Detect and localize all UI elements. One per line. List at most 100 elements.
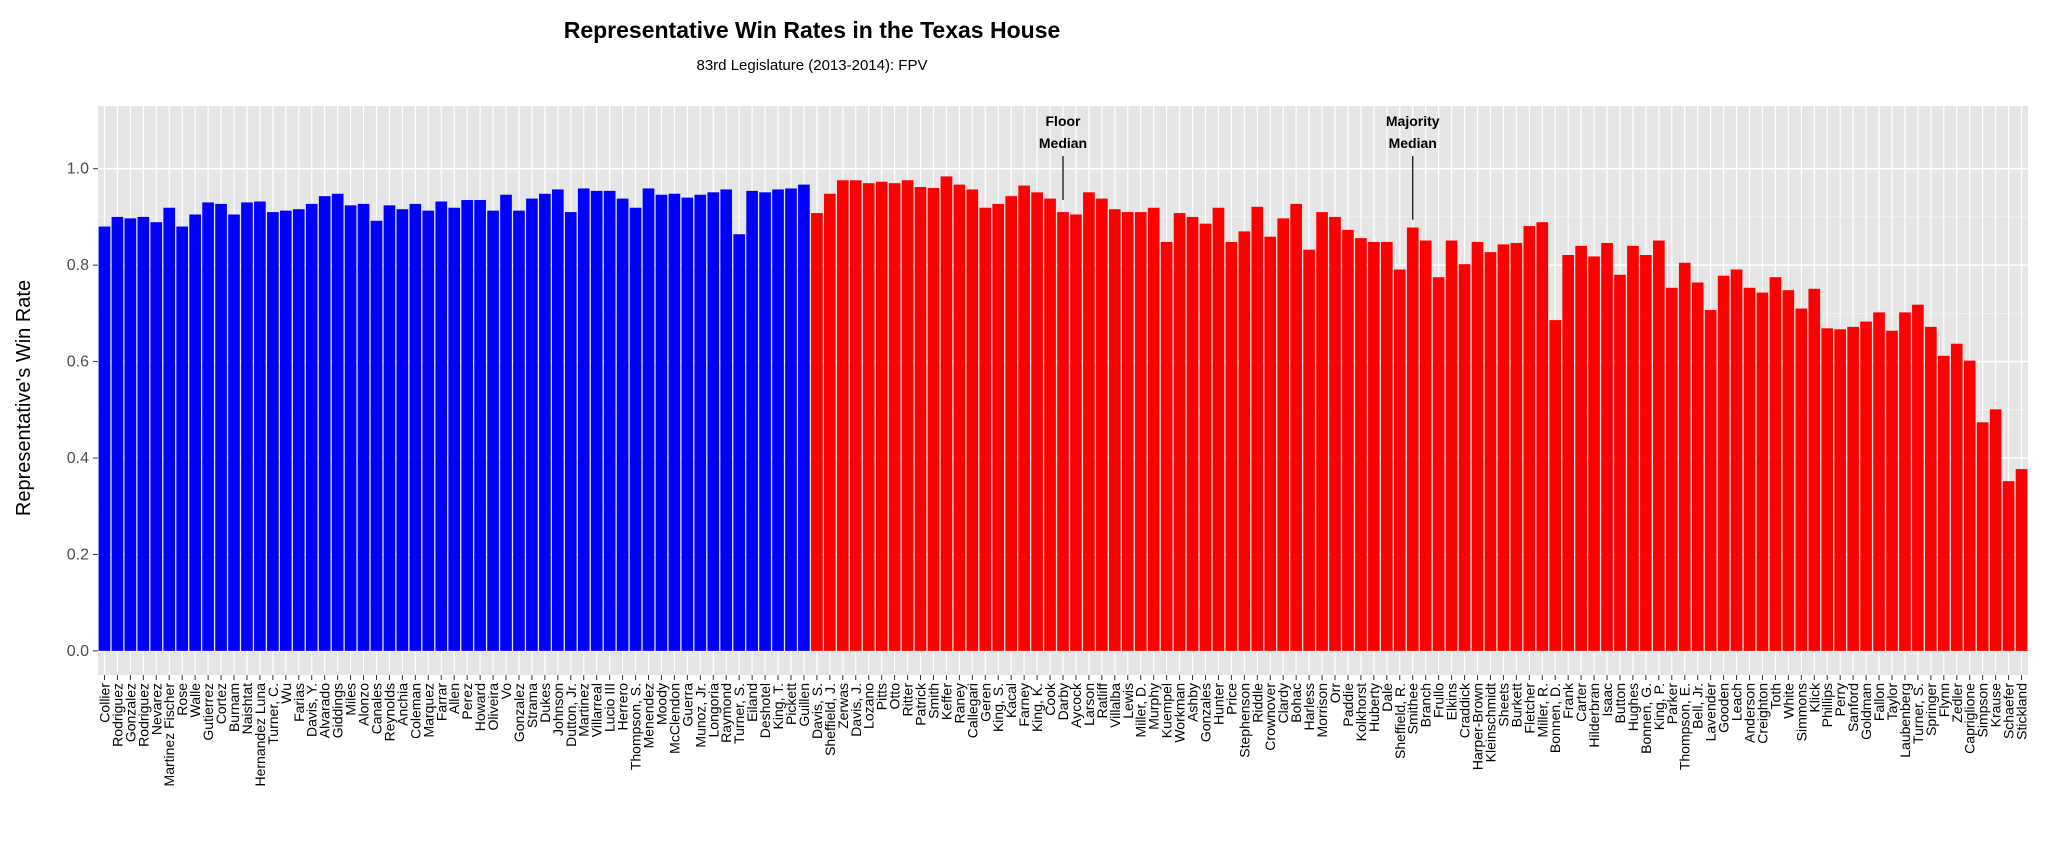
bar	[707, 192, 720, 651]
x-tick-label: White	[1780, 683, 1796, 719]
x-tick-label: Otto	[887, 683, 903, 710]
bar	[1303, 249, 1315, 651]
x-tick-label: Frullo	[1431, 683, 1447, 718]
x-tick-label: Flynn	[1936, 683, 1952, 717]
bar	[1549, 320, 1562, 651]
bar	[396, 209, 409, 651]
x-tick-label: Wu	[278, 683, 294, 704]
annotation-text: Median	[1389, 135, 1437, 151]
x-tick-label: Kuempel	[1159, 683, 1175, 738]
bar	[1601, 242, 1613, 651]
x-tick-label: Gonzalez	[122, 683, 138, 742]
bar	[849, 180, 862, 651]
x-tick-label: Bonnen, G.	[1638, 683, 1654, 754]
bar	[1121, 212, 1134, 651]
x-tick-label: Huberty	[1366, 683, 1382, 732]
bar	[1238, 231, 1251, 651]
x-tick-label: Canales	[368, 683, 384, 734]
x-tick-label: Lewis	[1120, 683, 1136, 719]
x-tick-label: Collier	[96, 683, 112, 723]
bar	[1031, 192, 1043, 651]
bar	[1212, 207, 1225, 651]
x-tick-label: Howard	[472, 683, 488, 731]
x-tick-label: Eiland	[744, 683, 760, 722]
x-tick-label: Rodriguez	[109, 683, 125, 747]
x-tick-label: Guillen	[796, 683, 812, 727]
x-tick-label: Murphy	[1146, 683, 1162, 730]
y-axis-label: Representative's Win Rate	[13, 280, 35, 516]
bar	[1847, 326, 1859, 651]
bar	[1057, 212, 1069, 651]
bar	[461, 200, 473, 651]
x-tick-label: Perry	[1832, 683, 1848, 716]
x-tick-label: Zerwas	[835, 683, 851, 729]
bar	[176, 226, 189, 651]
x-tick-label: Dutton, Jr.	[563, 683, 579, 747]
x-tick-label: Burkett	[1508, 683, 1524, 727]
x-tick-label: Simmons	[1793, 683, 1809, 741]
bar	[318, 196, 331, 651]
bar	[1070, 214, 1082, 651]
x-tick-label: Riddle	[1249, 683, 1265, 723]
x-tick-label: Miller, D.	[1133, 683, 1149, 737]
bar	[124, 218, 137, 651]
bar	[1886, 330, 1898, 651]
bar	[267, 212, 279, 651]
x-tick-label: Guerra	[679, 683, 695, 727]
bar	[1691, 282, 1704, 651]
bar	[552, 189, 564, 651]
x-tick-label: Pitts	[874, 683, 890, 710]
x-tick-label: Hernandez Luna	[252, 683, 268, 787]
bar	[357, 203, 370, 651]
bar	[1018, 185, 1030, 651]
bar	[746, 190, 758, 651]
x-tick-label: Keffer	[938, 683, 954, 720]
bar	[474, 200, 486, 651]
x-tick-label: Craddick	[1457, 682, 1473, 738]
bar	[2002, 481, 2015, 651]
bar	[1432, 277, 1445, 651]
bar	[1627, 245, 1639, 651]
bar	[1290, 203, 1302, 651]
bar	[500, 194, 512, 651]
bar	[1808, 288, 1821, 651]
bar	[603, 190, 616, 651]
x-tick-label: Oliveira	[485, 683, 501, 731]
x-tick-label: Moody	[653, 683, 669, 725]
x-tick-label: Giddings	[330, 683, 346, 738]
x-tick-label: Thompson, S.	[628, 683, 644, 770]
bar	[1108, 209, 1121, 651]
bar	[836, 180, 849, 651]
bar	[1342, 229, 1354, 651]
x-tick-label: Burnam	[226, 683, 242, 732]
x-tick-label: Sanford	[1845, 683, 1861, 732]
annotation-text: Floor	[1046, 113, 1082, 129]
x-tick-label: Bonnen, D.	[1547, 683, 1563, 753]
y-tick-label: 0.4	[67, 450, 89, 467]
bar	[953, 184, 966, 651]
bar	[1795, 308, 1808, 651]
bar	[759, 192, 771, 651]
bar	[1380, 241, 1393, 651]
annotation-text: Median	[1039, 135, 1087, 151]
x-tick-label: Harper-Brown	[1469, 683, 1485, 770]
x-tick-label: Miles	[343, 683, 359, 716]
x-tick-label: Ashby	[1185, 683, 1201, 722]
x-tick-label: King, S.	[990, 683, 1006, 732]
x-tick-label: King, P.	[1651, 683, 1667, 730]
x-tick-label: Johnson	[550, 683, 566, 736]
bar	[422, 210, 435, 651]
x-tick-label: Farney	[1016, 683, 1032, 727]
bar	[564, 212, 577, 651]
bar	[1653, 240, 1665, 651]
x-tick-label: Nevarez	[148, 683, 164, 735]
x-tick-label: Cortez	[213, 683, 229, 724]
bar	[1782, 290, 1795, 651]
bar	[215, 203, 227, 651]
x-tick-label: Sheets	[1495, 683, 1511, 727]
x-tick-label: Capriglione	[1962, 683, 1978, 754]
x-tick-label: Lavender	[1703, 683, 1719, 742]
x-tick-label: Stephenson	[1236, 683, 1252, 758]
y-tick-label: 0.6	[67, 354, 89, 371]
